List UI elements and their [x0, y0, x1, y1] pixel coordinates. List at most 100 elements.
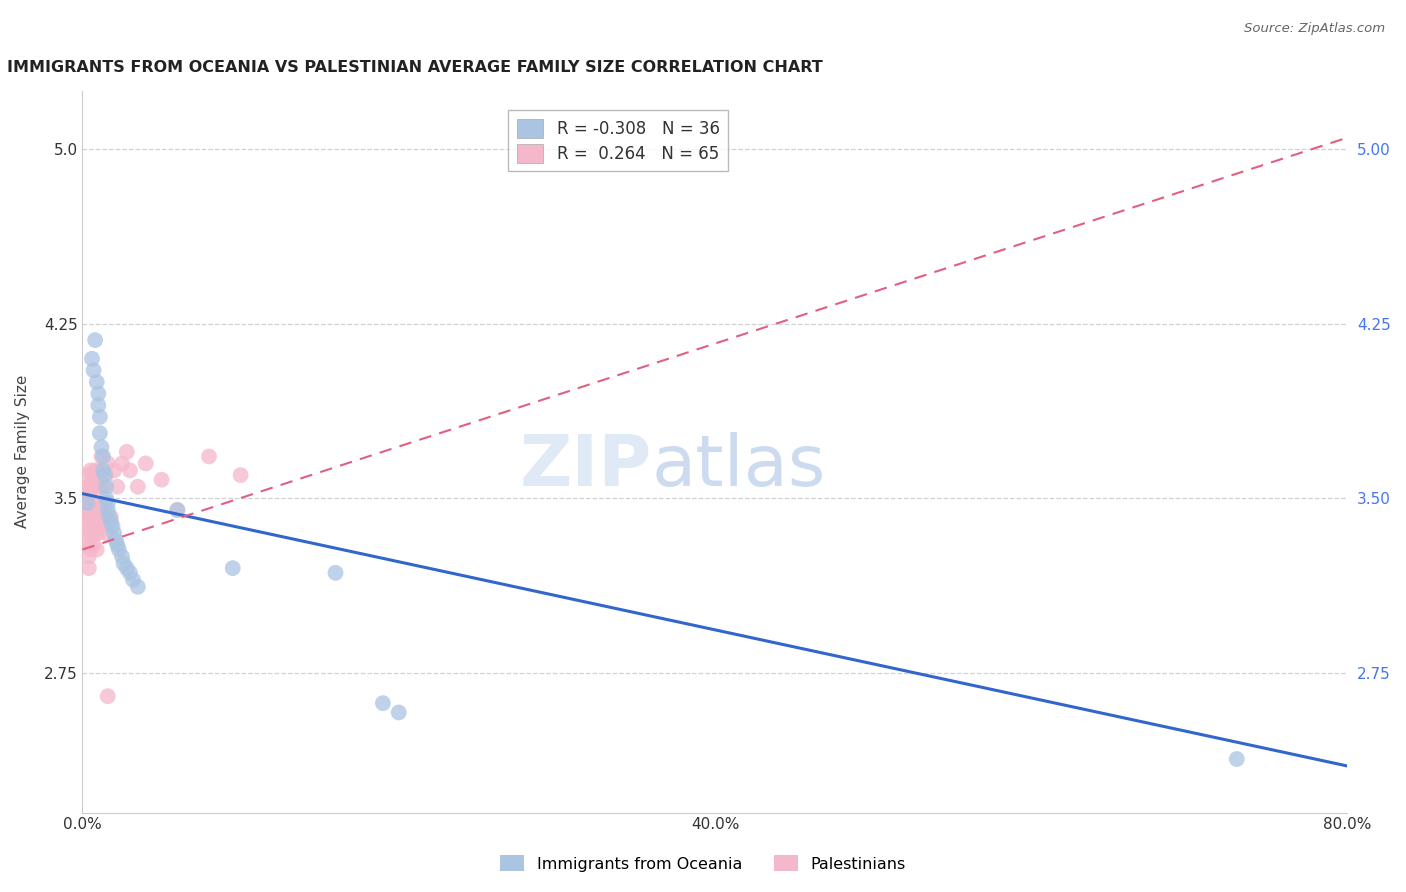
Point: [325, 566, 347, 580]
Point: [89, 480, 111, 494]
Point: [75, 496, 97, 510]
Text: atlas: atlas: [652, 432, 827, 500]
Point: [91, 480, 114, 494]
Point: [76, 468, 98, 483]
Point: [77, 480, 100, 494]
Point: [371, 696, 394, 710]
Point: [115, 561, 138, 575]
Point: [118, 566, 141, 580]
Point: [1226, 752, 1249, 766]
Point: [90, 519, 112, 533]
Point: [75, 519, 97, 533]
Point: [83, 519, 105, 533]
Point: [84, 510, 107, 524]
Point: [100, 515, 122, 529]
Point: [198, 450, 221, 464]
Point: [101, 519, 124, 533]
Point: [93, 496, 115, 510]
Point: [76, 480, 98, 494]
Point: [75, 486, 97, 500]
Point: [127, 480, 149, 494]
Point: [90, 450, 112, 464]
Point: [103, 526, 125, 541]
Point: [97, 457, 120, 471]
Point: [98, 510, 121, 524]
Point: [166, 503, 188, 517]
Point: [87, 463, 110, 477]
Point: [80, 526, 103, 541]
Point: [112, 557, 135, 571]
Point: [229, 468, 252, 483]
Point: [86, 473, 108, 487]
Point: [76, 496, 98, 510]
Point: [80, 515, 103, 529]
Legend: R = -0.308   N = 36, R =  0.264   N = 65: R = -0.308 N = 36, R = 0.264 N = 65: [508, 111, 728, 171]
Point: [80, 503, 103, 517]
Point: [93, 468, 115, 483]
Point: [135, 457, 157, 471]
Point: [77, 538, 100, 552]
Point: [89, 409, 111, 424]
Point: [388, 706, 411, 720]
Point: [79, 538, 101, 552]
Text: IMMIGRANTS FROM OCEANIA VS PALESTINIAN AVERAGE FAMILY SIZE CORRELATION CHART: IMMIGRANTS FROM OCEANIA VS PALESTINIAN A…: [7, 60, 823, 75]
Point: [79, 542, 101, 557]
Point: [111, 549, 134, 564]
Point: [76, 510, 98, 524]
Point: [166, 503, 188, 517]
Point: [84, 519, 107, 533]
Point: [80, 351, 103, 366]
Legend: Immigrants from Oceania, Palestinians: Immigrants from Oceania, Palestinians: [492, 847, 914, 880]
Point: [73, 510, 96, 524]
Point: [76, 526, 98, 541]
Point: [118, 463, 141, 477]
Point: [87, 386, 110, 401]
Point: [86, 542, 108, 557]
Point: [91, 463, 114, 477]
Point: [97, 503, 120, 517]
Text: ZIP: ZIP: [519, 432, 652, 500]
Point: [97, 689, 120, 703]
Point: [84, 463, 107, 477]
Point: [96, 468, 118, 483]
Point: [79, 519, 101, 533]
Point: [86, 375, 108, 389]
Point: [79, 463, 101, 477]
Point: [105, 538, 128, 552]
Point: [150, 473, 173, 487]
Point: [83, 538, 105, 552]
Point: [222, 561, 245, 575]
Point: [90, 503, 112, 517]
Point: [90, 510, 112, 524]
Point: [122, 573, 145, 587]
Point: [127, 580, 149, 594]
Point: [86, 480, 108, 494]
Point: [91, 510, 114, 524]
Point: [80, 480, 103, 494]
Point: [91, 450, 114, 464]
Point: [90, 440, 112, 454]
Point: [111, 457, 134, 471]
Point: [79, 526, 101, 541]
Point: [96, 491, 118, 506]
Point: [105, 480, 128, 494]
Point: [96, 526, 118, 541]
Point: [97, 496, 120, 510]
Point: [115, 444, 138, 458]
Point: [87, 503, 110, 517]
Point: [104, 533, 127, 548]
Point: [96, 480, 118, 494]
Point: [77, 549, 100, 564]
Point: [87, 526, 110, 541]
Point: [84, 526, 107, 541]
Point: [83, 496, 105, 510]
Point: [89, 519, 111, 533]
Point: [83, 363, 105, 377]
Point: [100, 510, 122, 524]
Point: [73, 503, 96, 517]
Point: [87, 398, 110, 412]
Point: [108, 542, 131, 557]
Point: [79, 491, 101, 506]
Point: [79, 503, 101, 517]
Y-axis label: Average Family Size: Average Family Size: [15, 376, 30, 528]
